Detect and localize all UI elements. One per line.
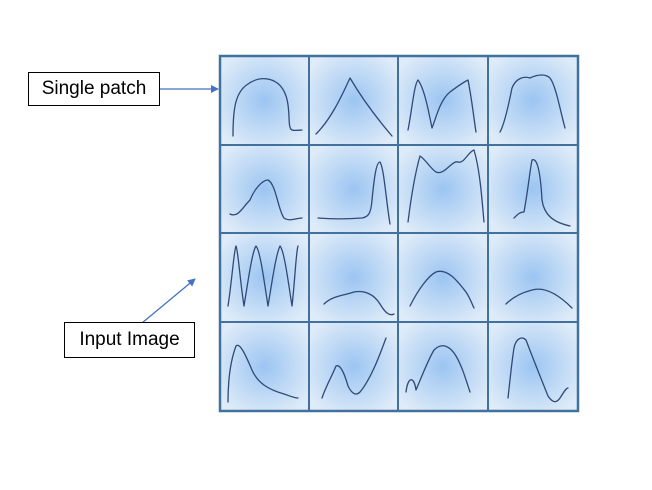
patch-curve-9 xyxy=(227,245,299,307)
patch-cell-r2-c2 xyxy=(308,144,399,234)
patch-curve-8 xyxy=(513,159,571,227)
patch-curve-12 xyxy=(505,288,573,309)
patch-curve-5 xyxy=(229,179,303,221)
patch-cell-r4-c3 xyxy=(397,321,489,412)
patch-curve-7 xyxy=(407,149,485,223)
patch-curve-10 xyxy=(323,290,395,316)
patch-cell-r3-c3 xyxy=(397,232,489,323)
patch-cell-r1-c4 xyxy=(487,55,579,146)
patch-cell-r2-c4 xyxy=(487,144,579,234)
patch-cell-r2-c3 xyxy=(397,144,489,234)
input-image-label: Input Image xyxy=(64,322,195,358)
patch-curve-4 xyxy=(499,74,566,133)
patch-cells xyxy=(219,55,579,412)
patch-curve-3 xyxy=(407,79,477,133)
patch-curve-15 xyxy=(405,345,471,393)
patch-curve-1 xyxy=(232,78,303,137)
patch-cell-r3-c2 xyxy=(308,232,399,323)
patch-curve-14 xyxy=(321,337,387,399)
patch-cell-r4-c4 xyxy=(487,321,579,412)
patch-curve-13 xyxy=(227,344,299,403)
patch-curve-16 xyxy=(507,337,569,403)
patch-curves xyxy=(227,74,573,403)
single-patch-label: Single patch xyxy=(28,72,160,106)
patch-cell-r1-c2 xyxy=(308,55,399,146)
patch-cell-r3-c1 xyxy=(219,232,310,323)
patch-cell-r2-c1 xyxy=(219,144,310,234)
patch-cell-r4-c2 xyxy=(308,321,399,412)
patch-curve-6 xyxy=(317,161,391,225)
input-image-outer-border xyxy=(218,54,580,413)
patch-cell-r3-c4 xyxy=(487,232,579,323)
patch-curve-2 xyxy=(315,77,393,137)
patch-curve-11 xyxy=(409,270,475,309)
input-image-arrow xyxy=(141,278,196,324)
